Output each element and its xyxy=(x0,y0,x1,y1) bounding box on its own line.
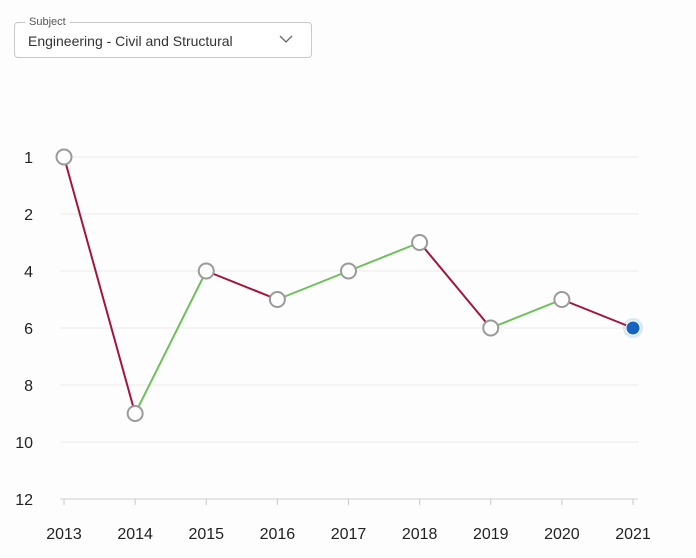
x-tick-label: 2013 xyxy=(46,526,82,543)
data-point xyxy=(482,319,500,337)
data-point xyxy=(197,262,215,280)
series-segment xyxy=(205,270,278,301)
subject-label: Subject xyxy=(25,15,70,29)
data-point xyxy=(126,405,144,422)
y-tick-label: 10 xyxy=(15,435,33,452)
data-point xyxy=(553,291,571,308)
data-point xyxy=(268,291,286,308)
series-segment xyxy=(277,270,349,301)
data-point xyxy=(340,262,357,280)
series-segment xyxy=(561,298,634,329)
y-tick-label: 6 xyxy=(24,321,33,338)
x-tick-label: 2016 xyxy=(260,526,296,543)
x-tick-label: 2019 xyxy=(473,526,509,543)
data-point xyxy=(55,148,73,166)
series-segment xyxy=(490,298,563,329)
y-tick-label: 1 xyxy=(24,150,33,167)
y-tick-label: 12 xyxy=(15,492,33,509)
x-tick-label: 2017 xyxy=(331,526,367,543)
series-segment xyxy=(63,156,137,414)
series-segment xyxy=(418,241,492,329)
series-segment xyxy=(134,270,208,414)
series-segment xyxy=(348,241,420,272)
chevron-down-icon[interactable] xyxy=(279,32,293,46)
y-tick-label: 4 xyxy=(24,264,33,281)
subject-select[interactable]: Subject Engineering - Civil and Structur… xyxy=(14,15,312,58)
x-tick-label: 2018 xyxy=(402,526,438,543)
data-point xyxy=(411,234,429,251)
x-tick-label: 2021 xyxy=(615,526,651,543)
x-tick-label: 2014 xyxy=(117,526,153,543)
subject-value: Engineering - Civil and Structural xyxy=(28,33,233,49)
x-tick-label: 2020 xyxy=(544,526,580,543)
data-point-current xyxy=(625,320,641,336)
y-tick-label: 8 xyxy=(24,378,33,395)
x-tick-label: 2015 xyxy=(188,526,224,543)
y-tick-label: 2 xyxy=(24,207,33,224)
